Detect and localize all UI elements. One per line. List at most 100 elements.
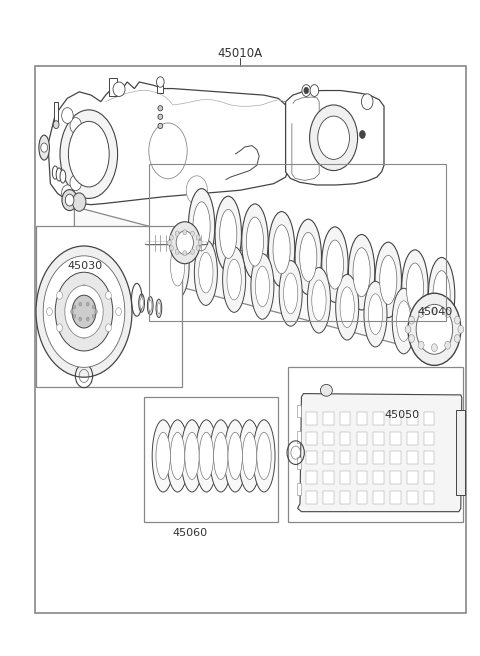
- Circle shape: [75, 131, 87, 147]
- Circle shape: [186, 176, 207, 205]
- Circle shape: [418, 341, 424, 349]
- Circle shape: [77, 146, 89, 162]
- Ellipse shape: [167, 420, 189, 492]
- Circle shape: [81, 285, 87, 293]
- Ellipse shape: [185, 432, 199, 480]
- Circle shape: [92, 314, 95, 318]
- Bar: [323, 412, 334, 425]
- Circle shape: [302, 85, 311, 96]
- Circle shape: [92, 305, 95, 309]
- Ellipse shape: [242, 432, 257, 480]
- Circle shape: [95, 310, 97, 314]
- Ellipse shape: [407, 263, 423, 312]
- Circle shape: [61, 185, 73, 201]
- Bar: [297, 483, 301, 495]
- Bar: [306, 432, 317, 445]
- Ellipse shape: [193, 202, 210, 251]
- Circle shape: [432, 344, 437, 352]
- Ellipse shape: [348, 234, 375, 310]
- Bar: [306, 491, 317, 504]
- Ellipse shape: [396, 300, 411, 341]
- Ellipse shape: [166, 233, 189, 298]
- Bar: [323, 451, 334, 464]
- Bar: [357, 451, 367, 464]
- Bar: [373, 412, 384, 425]
- Ellipse shape: [199, 253, 213, 293]
- Ellipse shape: [321, 384, 333, 396]
- Bar: [407, 471, 418, 484]
- Ellipse shape: [199, 432, 214, 480]
- Bar: [357, 412, 367, 425]
- Circle shape: [81, 331, 87, 338]
- Ellipse shape: [420, 295, 444, 361]
- Bar: [407, 491, 418, 504]
- Circle shape: [198, 240, 202, 245]
- Bar: [357, 471, 367, 484]
- Circle shape: [432, 307, 437, 315]
- Ellipse shape: [39, 135, 49, 160]
- Ellipse shape: [152, 420, 174, 492]
- Bar: [149, 164, 446, 321]
- Bar: [340, 491, 350, 504]
- Circle shape: [405, 325, 411, 333]
- Circle shape: [183, 230, 187, 235]
- Ellipse shape: [139, 294, 144, 312]
- Bar: [373, 432, 384, 445]
- Circle shape: [156, 77, 164, 87]
- Bar: [456, 410, 465, 495]
- Bar: [323, 491, 334, 504]
- Ellipse shape: [68, 121, 109, 187]
- Ellipse shape: [60, 170, 66, 183]
- Ellipse shape: [158, 106, 163, 111]
- Ellipse shape: [170, 432, 185, 480]
- Circle shape: [408, 293, 461, 365]
- Text: 45030: 45030: [68, 260, 103, 271]
- Circle shape: [408, 316, 414, 324]
- Ellipse shape: [433, 271, 450, 319]
- Bar: [109, 78, 117, 96]
- Circle shape: [106, 324, 111, 332]
- Circle shape: [176, 231, 193, 255]
- Circle shape: [73, 305, 76, 309]
- Circle shape: [318, 116, 349, 159]
- Bar: [390, 412, 401, 425]
- Ellipse shape: [242, 204, 268, 279]
- Ellipse shape: [428, 257, 455, 333]
- Ellipse shape: [380, 255, 397, 304]
- Circle shape: [455, 316, 460, 324]
- Circle shape: [196, 245, 200, 251]
- Bar: [390, 471, 401, 484]
- Bar: [390, 451, 401, 464]
- Bar: [340, 471, 350, 484]
- Bar: [424, 491, 434, 504]
- Circle shape: [304, 87, 309, 94]
- Ellipse shape: [322, 227, 348, 302]
- Bar: [36, 226, 182, 387]
- Circle shape: [116, 308, 121, 316]
- Polygon shape: [286, 91, 384, 185]
- Ellipse shape: [255, 266, 270, 307]
- Text: 45040: 45040: [418, 306, 453, 317]
- Bar: [390, 491, 401, 504]
- Circle shape: [70, 175, 82, 191]
- Text: 45010A: 45010A: [217, 47, 263, 60]
- Bar: [297, 431, 301, 443]
- Circle shape: [408, 335, 414, 342]
- Circle shape: [72, 295, 96, 328]
- Circle shape: [310, 85, 319, 96]
- Bar: [424, 432, 434, 445]
- Ellipse shape: [195, 420, 217, 492]
- Bar: [407, 412, 418, 425]
- Circle shape: [79, 302, 82, 306]
- Ellipse shape: [268, 212, 295, 287]
- Ellipse shape: [364, 281, 387, 347]
- Ellipse shape: [170, 245, 185, 286]
- Circle shape: [196, 235, 200, 240]
- Circle shape: [191, 231, 194, 236]
- Bar: [157, 79, 163, 93]
- Ellipse shape: [295, 219, 322, 295]
- Ellipse shape: [223, 247, 246, 312]
- Bar: [373, 451, 384, 464]
- Circle shape: [61, 108, 73, 123]
- Ellipse shape: [353, 248, 370, 297]
